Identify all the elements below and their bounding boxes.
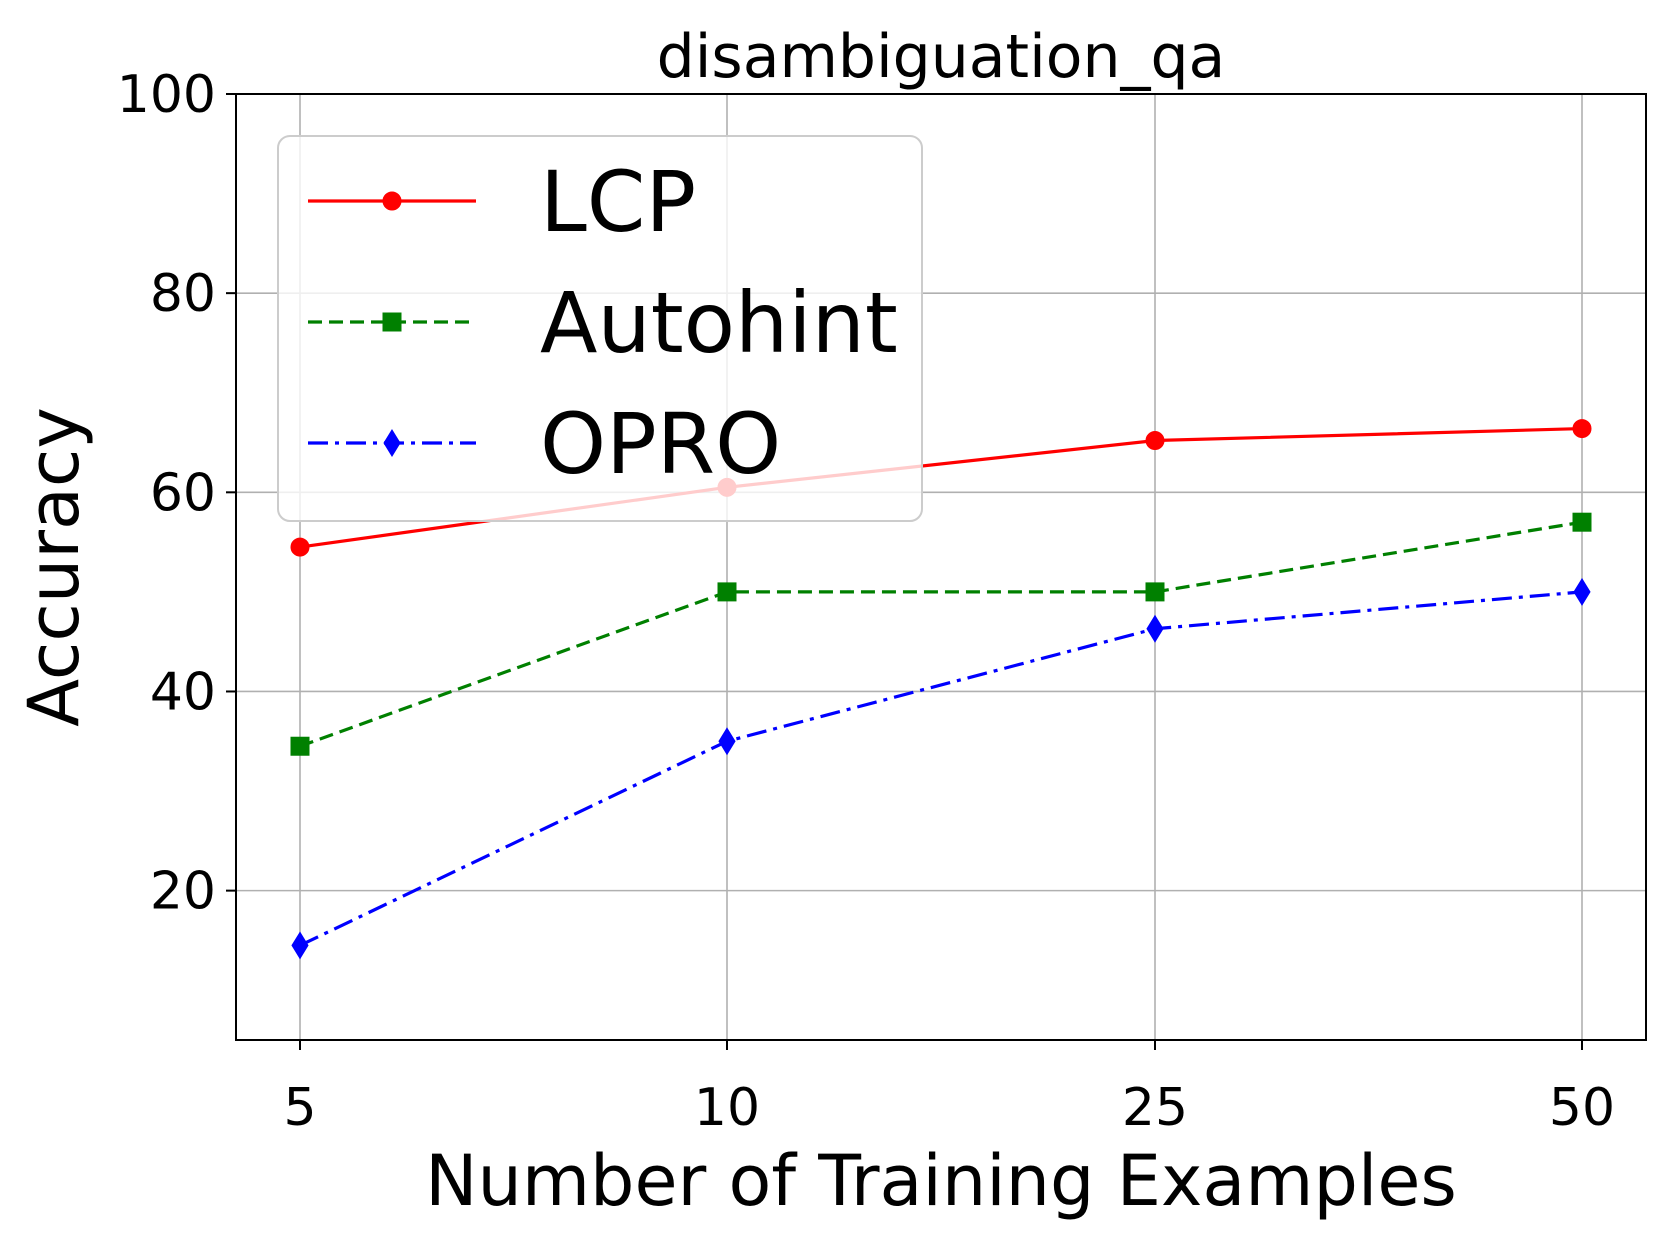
legend-label-autohint: Autohint	[540, 274, 898, 372]
data-point-autohint	[717, 582, 737, 602]
legend-marker-opro	[383, 429, 401, 457]
y-tick-label: 60	[150, 463, 216, 523]
x-tick-label: 5	[283, 1078, 316, 1138]
legend-marker-lcp	[382, 191, 402, 211]
series-line-opro	[299, 590, 1583, 947]
ticks: 5 10 25 50 20 40 60 80 100	[117, 65, 1615, 1138]
legend-box	[277, 135, 923, 522]
data-point-opro	[1146, 614, 1164, 643]
series-autohint	[290, 512, 1592, 756]
x-tick-label: 10	[694, 1078, 760, 1138]
data-point-opro	[291, 931, 309, 960]
chart-title: disambiguation_qa	[657, 22, 1226, 92]
y-tick-label: 100	[117, 65, 216, 125]
series-line-autohint	[299, 520, 1583, 748]
data-point-lcp	[1145, 431, 1165, 451]
y-axis-label: Accuracy	[13, 407, 95, 727]
data-point-opro	[1573, 577, 1591, 606]
legend-label-lcp: LCP	[540, 153, 696, 251]
legend-item-autohint: Autohint	[308, 274, 898, 372]
legend-item-lcp: LCP	[308, 153, 696, 251]
plot-frame	[235, 93, 1647, 1041]
data-point-autohint	[1145, 582, 1165, 602]
y-tick-label: 40	[150, 662, 216, 722]
legend: LCP Autohint OPRO	[277, 135, 923, 522]
x-axis-label: Number of Training Examples	[425, 1140, 1457, 1222]
data-point-autohint	[290, 736, 310, 756]
x-tick-label: 25	[1122, 1078, 1188, 1138]
legend-marker-autohint	[382, 312, 402, 332]
x-tick-label: 50	[1549, 1078, 1615, 1138]
y-tick-label: 20	[150, 862, 216, 922]
y-tick-label: 80	[150, 264, 216, 324]
legend-label-opro: OPRO	[540, 395, 781, 493]
legend-item-opro: OPRO	[308, 395, 781, 493]
data-point-autohint	[1572, 512, 1592, 532]
data-point-lcp	[1572, 419, 1592, 439]
data-point-opro	[718, 727, 736, 756]
data-point-lcp	[290, 537, 310, 557]
series-opro	[291, 577, 1591, 960]
